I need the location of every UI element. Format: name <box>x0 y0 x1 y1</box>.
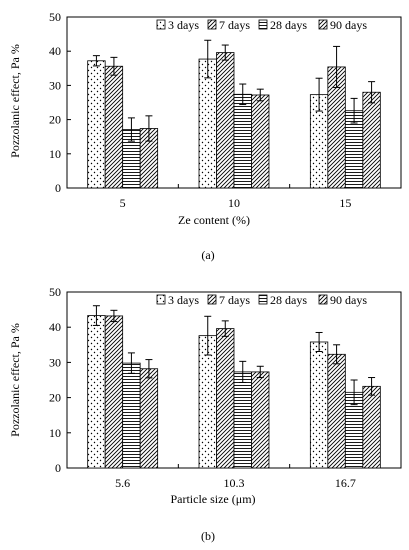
x-tick-label: 15 <box>339 196 351 210</box>
bar <box>216 52 235 189</box>
legend-label: 3 days <box>168 293 199 307</box>
bar <box>104 65 124 189</box>
chart-b-xlabel: Particle size (μm) <box>170 492 255 506</box>
chart-a: 0 10 20 30 40 50 5 10 15 3 days 7 days 28 days 90 da… <box>8 10 402 262</box>
legend-swatch <box>207 19 217 30</box>
legend-swatch <box>156 294 166 305</box>
x-tick-label: 16.7 <box>335 476 356 490</box>
legend-label: 28 days <box>270 18 307 32</box>
bar <box>198 58 217 189</box>
bar <box>309 341 329 469</box>
y-tick-label: 0 <box>55 181 61 195</box>
chart-b-ylabel: Pozzolanic effect, Pa % <box>8 323 22 437</box>
bar <box>362 385 381 469</box>
y-tick-label: 10 <box>49 147 61 161</box>
bar <box>87 60 106 189</box>
legend-swatch <box>258 294 268 305</box>
legend-label: 7 days <box>219 293 250 307</box>
legend-label: 90 days <box>330 18 367 32</box>
y-tick-label: 40 <box>49 44 61 58</box>
y-tick-label: 10 <box>49 426 61 440</box>
y-tick-label: 30 <box>49 355 61 369</box>
bar <box>233 371 252 469</box>
chart-b-plot: 0 10 20 30 40 50 5.6 10.3 16.7 3 days 7 days 28 day… <box>49 285 402 490</box>
legend-swatch <box>207 294 217 305</box>
y-tick-label: 30 <box>49 78 61 92</box>
legend-label: 3 days <box>168 18 199 32</box>
legend-swatch <box>318 294 328 305</box>
bar <box>233 93 252 189</box>
chart-b-caption: (b) <box>201 529 215 543</box>
legend-swatch <box>258 19 268 30</box>
y-tick-label: 50 <box>49 10 61 24</box>
y-tick-label: 20 <box>49 391 61 405</box>
y-tick-label: 20 <box>49 113 61 127</box>
x-tick-label: 10 <box>228 196 240 210</box>
bar <box>216 328 235 469</box>
legend-label: 7 days <box>219 18 250 32</box>
bar <box>122 362 141 469</box>
chart-a-xlabel: Ze content (%) <box>178 213 250 227</box>
bar <box>104 315 124 469</box>
chart-b: 0 10 20 30 40 50 5.6 10.3 16.7 3 days 7 days 28 day… <box>8 285 402 543</box>
legend-swatch <box>156 19 166 30</box>
legend-swatch <box>318 19 328 30</box>
chart-a-ylabel: Pozzolanic effect, Pa % <box>8 44 22 158</box>
bar <box>139 368 159 469</box>
y-tick-label: 50 <box>49 285 61 299</box>
y-tick-label: 0 <box>55 461 61 475</box>
x-tick-label: 5.6 <box>115 476 130 490</box>
x-tick-label: 10.3 <box>224 476 245 490</box>
x-tick-label: 5 <box>120 196 126 210</box>
bar <box>251 371 270 469</box>
y-tick-label: 40 <box>49 320 61 334</box>
chart-a-caption: (a) <box>201 248 214 262</box>
bar <box>251 94 270 189</box>
bar <box>87 315 106 469</box>
bar <box>362 91 381 189</box>
legend-label: 28 days <box>270 293 307 307</box>
bar <box>327 353 346 469</box>
legend-label: 90 days <box>330 293 367 307</box>
chart-a-plot: 0 10 20 30 40 50 5 10 15 3 days 7 days 28 days 90 da… <box>49 10 402 210</box>
